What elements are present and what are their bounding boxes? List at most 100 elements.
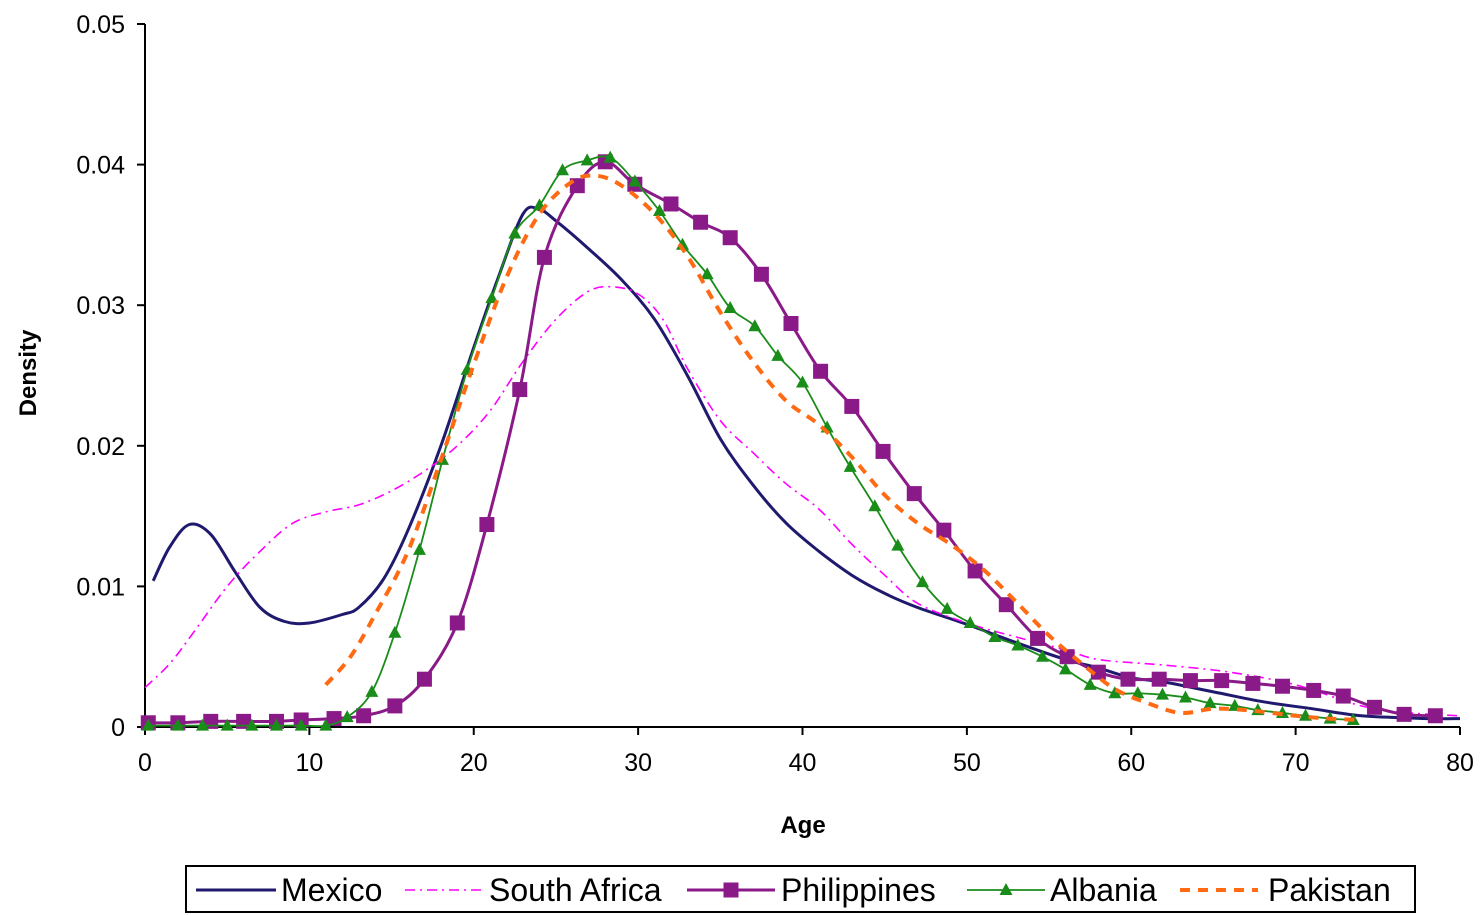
- legend-item: Mexico: [196, 872, 382, 908]
- data-point: [1120, 671, 1136, 687]
- data-point: [1335, 688, 1351, 704]
- data-point: [220, 718, 234, 731]
- data-point: [1306, 682, 1322, 698]
- x-tick-label: 40: [789, 749, 817, 777]
- y-tick-label: 0.02: [76, 433, 125, 461]
- x-tick-label: 10: [295, 749, 323, 777]
- data-point: [1108, 686, 1122, 699]
- x-tick-label: 70: [1282, 749, 1310, 777]
- series-pakistan: [324, 173, 1362, 722]
- data-point: [783, 315, 799, 331]
- data-point: [479, 517, 495, 533]
- legend-marker: [999, 883, 1013, 895]
- y-tick-label: 0: [111, 714, 125, 742]
- legend-label: South Africa: [489, 872, 662, 908]
- data-point: [1427, 708, 1443, 724]
- data-point: [748, 319, 762, 332]
- data-point: [940, 601, 954, 614]
- data-point: [508, 226, 522, 239]
- data-point: [967, 563, 983, 579]
- legend-label: Mexico: [281, 872, 382, 908]
- tick-labels-layer: 0 0.01 0.02 0.03 0.04 0.05 0 10 20 30 40 50 60 70 80: [76, 11, 1474, 777]
- data-point: [663, 196, 679, 212]
- data-point: [963, 615, 977, 628]
- data-point: [1182, 673, 1198, 689]
- data-point: [844, 398, 860, 414]
- legend-item: Philippines: [687, 872, 936, 908]
- legend-items: Mexico South Africa Philippines Albania Paki…: [196, 872, 1391, 908]
- data-point: [413, 542, 427, 555]
- data-point: [388, 625, 402, 638]
- data-point: [449, 615, 465, 631]
- x-tick-label: 30: [624, 749, 652, 777]
- data-point: [906, 486, 922, 502]
- data-point: [891, 538, 905, 551]
- data-point: [998, 597, 1014, 613]
- data-point: [270, 718, 283, 731]
- data-point: [1035, 649, 1049, 662]
- data-point: [356, 708, 372, 724]
- legend-item: South Africa: [405, 872, 662, 908]
- data-point: [722, 230, 738, 246]
- x-tick-label: 50: [953, 749, 981, 777]
- series-line: [148, 160, 1436, 725]
- legend-label: Albania: [1050, 872, 1157, 908]
- data-point: [988, 630, 1002, 643]
- data-point: [1059, 662, 1072, 675]
- series-line: [144, 285, 1461, 717]
- data-point: [1083, 677, 1097, 690]
- data-point: [875, 443, 891, 459]
- y-tick-label: 0.04: [76, 152, 125, 180]
- data-point: [580, 153, 594, 166]
- legend-label: Philippines: [781, 872, 936, 908]
- x-tick-label: 80: [1446, 749, 1474, 777]
- legend-marker: [723, 882, 739, 898]
- data-point: [813, 363, 829, 379]
- data-point: [1059, 649, 1075, 665]
- series-line: [324, 173, 1362, 722]
- data-point: [1367, 699, 1383, 715]
- y-tick-label: 0.01: [76, 573, 125, 601]
- legend-box: [185, 865, 1416, 913]
- data-point: [936, 522, 952, 538]
- x-tick-label: 20: [460, 749, 488, 777]
- data-point: [387, 698, 403, 714]
- data-point: [141, 718, 155, 731]
- data-point: [245, 718, 259, 731]
- data-point: [1274, 678, 1290, 694]
- data-point: [1151, 671, 1167, 687]
- data-point: [771, 348, 785, 361]
- data-point: [1245, 675, 1261, 691]
- series-albania: [141, 150, 1360, 731]
- data-point: [171, 718, 185, 731]
- y-tick-label: 0.05: [76, 11, 125, 39]
- data-point: [196, 718, 210, 731]
- data-point: [796, 375, 809, 388]
- data-point: [1030, 630, 1046, 646]
- legend-label: Pakistan: [1268, 872, 1391, 908]
- data-point: [1203, 696, 1217, 709]
- data-point: [512, 382, 528, 398]
- axes-layer: [137, 23, 1461, 735]
- data-point: [868, 499, 882, 512]
- x-axis-title: Age: [780, 812, 825, 839]
- data-point: [603, 150, 617, 163]
- legend: Mexico South Africa Philippines Albania Paki…: [185, 865, 1416, 913]
- data-point: [723, 301, 737, 314]
- legend-item: Albania: [967, 872, 1157, 908]
- data-point: [700, 267, 714, 280]
- data-point: [1155, 687, 1169, 700]
- data-point: [556, 163, 570, 176]
- data-point: [1011, 638, 1025, 651]
- series-layer: [140, 150, 1461, 731]
- series-south-africa: [144, 285, 1461, 717]
- data-point: [915, 575, 929, 588]
- data-point: [1131, 686, 1145, 699]
- y-axis-title: Density: [15, 329, 42, 416]
- x-tick-label: 0: [138, 749, 152, 777]
- data-point: [319, 718, 333, 731]
- series-philippines: [140, 154, 1443, 731]
- y-tick-label: 0.03: [76, 292, 125, 320]
- data-point: [652, 203, 666, 216]
